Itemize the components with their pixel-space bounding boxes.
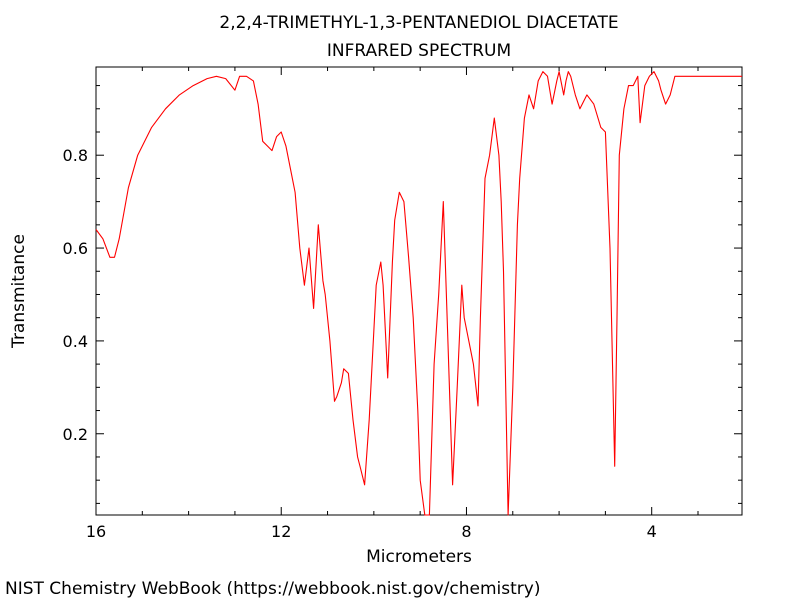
chart-title: 2,2,4-TRIMETHYL-1,3-PENTANEDIOL DIACETAT… (219, 13, 618, 33)
y-axis (96, 85, 742, 504)
y-tick-label: 0.2 (63, 425, 88, 444)
y-axis-title: Transmitance (9, 234, 29, 349)
x-tick-labels: 16 12 8 4 (86, 522, 657, 541)
plot-frame (95, 66, 743, 516)
y-tick-label: 0.6 (63, 239, 88, 258)
x-axis (95, 67, 699, 515)
spectrum-line (95, 71, 742, 516)
x-tick-label: 8 (461, 522, 471, 541)
source-footer: NIST Chemistry WebBook (https://webbook.… (5, 579, 540, 599)
chart-subtitle: INFRARED SPECTRUM (327, 41, 511, 61)
x-tick-label: 4 (647, 522, 657, 541)
y-tick-label: 0.8 (63, 146, 88, 165)
x-tick-label: 12 (271, 522, 291, 541)
x-axis-title: Micrometers (366, 547, 472, 567)
x-tick-label: 16 (86, 522, 106, 541)
y-tick-label: 0.4 (63, 332, 88, 351)
y-tick-labels: 0.2 0.4 0.6 0.8 (63, 146, 88, 444)
